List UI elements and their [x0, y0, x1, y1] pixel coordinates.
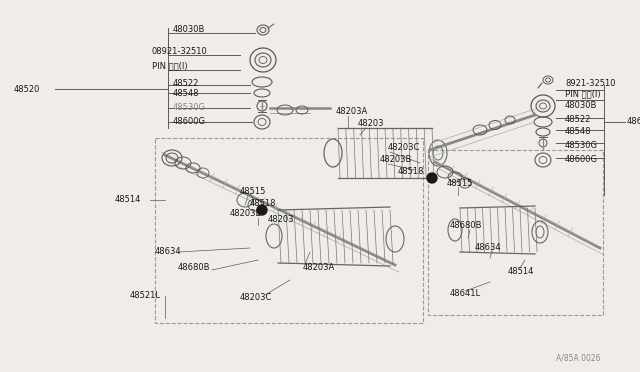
Text: 48634: 48634 [155, 247, 182, 257]
Text: 48203C: 48203C [240, 294, 273, 302]
Circle shape [427, 173, 437, 183]
Text: PIN ビン(I): PIN ビン(I) [565, 90, 600, 99]
Text: A/85A 0026: A/85A 0026 [556, 353, 600, 362]
Text: 48515: 48515 [240, 187, 266, 196]
Text: 48530G: 48530G [173, 103, 206, 112]
Text: 48203: 48203 [358, 119, 385, 128]
Text: 48641L: 48641L [450, 289, 481, 298]
Text: 48203: 48203 [268, 215, 294, 224]
Text: 48514: 48514 [508, 267, 534, 276]
Text: PIN ビン(I): PIN ビン(I) [152, 61, 188, 71]
Text: 48600G: 48600G [565, 155, 598, 164]
Text: 48030B: 48030B [173, 26, 205, 35]
Text: 48203A: 48203A [336, 108, 368, 116]
Text: 48030B: 48030B [565, 102, 597, 110]
Bar [155, 138, 423, 323]
Text: 48680B: 48680B [178, 263, 211, 273]
Text: 48680B: 48680B [450, 221, 483, 230]
Text: 48515: 48515 [447, 179, 474, 187]
Text: 48203B: 48203B [380, 155, 412, 164]
Text: 48600G: 48600G [173, 118, 206, 126]
Text: 48514: 48514 [115, 196, 141, 205]
Text: 48520: 48520 [14, 84, 40, 93]
Text: 48530G: 48530G [565, 141, 598, 150]
Text: 48522: 48522 [565, 115, 591, 125]
Circle shape [257, 205, 267, 215]
Text: 48518: 48518 [250, 199, 276, 208]
Text: 8921-32510: 8921-32510 [565, 80, 616, 89]
Text: 48203B: 48203B [230, 209, 262, 218]
Text: 08921-32510: 08921-32510 [152, 48, 208, 57]
Text: 48522: 48522 [173, 78, 200, 87]
Text: 48548: 48548 [565, 128, 591, 137]
Text: 48634: 48634 [475, 244, 502, 253]
Text: 48640: 48640 [627, 118, 640, 126]
Text: 48518: 48518 [398, 167, 424, 176]
Text: 48203A: 48203A [303, 263, 335, 273]
Text: 48548: 48548 [173, 89, 200, 97]
Text: 48521L: 48521L [130, 292, 161, 301]
Text: 48203C: 48203C [388, 144, 420, 153]
Bar [428, 150, 603, 315]
